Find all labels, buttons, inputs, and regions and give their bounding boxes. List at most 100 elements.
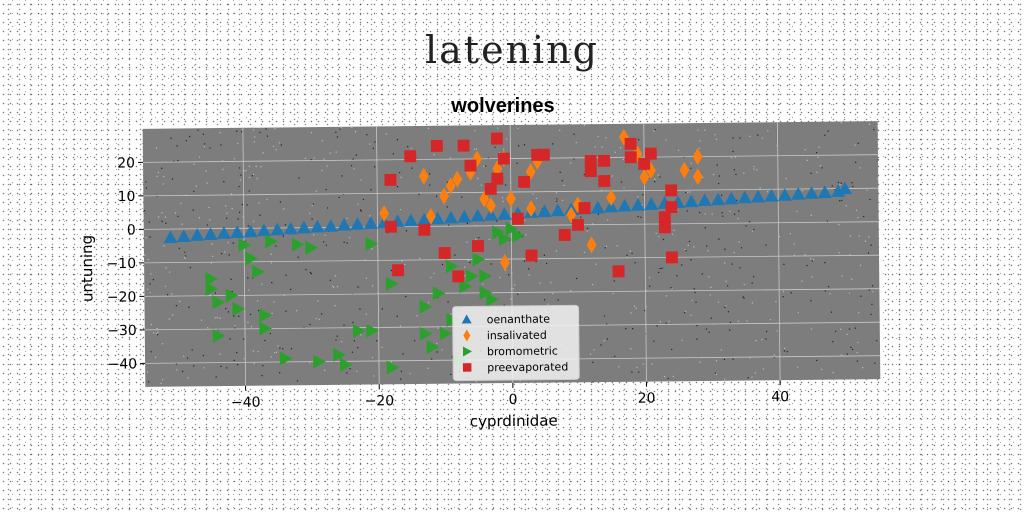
data-point-bromometric: [305, 240, 318, 255]
data-point-oenanthate: [470, 208, 485, 222]
data-point-oenanthate: [363, 216, 378, 229]
data-point-oenanthate: [684, 194, 699, 208]
data-point-insalivated: [486, 197, 496, 215]
data-point-oenanthate: [737, 190, 752, 204]
data-point-oenanthate: [697, 193, 712, 207]
data-point-preevaporated: [430, 139, 443, 152]
data-point-preevaporated: [598, 154, 611, 167]
data-point-insalivated: [426, 207, 436, 225]
data-point-preevaporated: [464, 159, 477, 172]
data-point-oenanthate: [323, 219, 338, 232]
data-point-insalivated: [479, 190, 490, 208]
series-insalivated: [379, 128, 703, 271]
data-point-bromometric: [352, 324, 366, 339]
data-point-preevaporated: [558, 229, 571, 242]
data-point-oenanthate: [444, 210, 459, 224]
x-tick-label: 0: [508, 392, 517, 408]
y-tick-label: −30: [107, 323, 137, 339]
data-point-preevaporated: [644, 147, 657, 160]
data-point-oenanthate: [590, 200, 605, 214]
data-point-insalivated: [525, 163, 536, 181]
x-tick-label: 40: [771, 389, 789, 405]
axis-ticks: −40 −20 0 20 40 20 10 0 −10 −20 −30 −40: [106, 155, 789, 411]
data-point-preevaporated: [438, 247, 451, 260]
x-grid-line: [242, 127, 246, 386]
data-point-oenanthate: [644, 197, 659, 210]
data-point-bromometric: [245, 251, 258, 266]
y-axis-label: untuning: [78, 235, 97, 302]
data-point-insalivated: [679, 161, 690, 179]
data-point-bromometric: [339, 357, 353, 372]
data-point-insalivated: [506, 190, 516, 208]
data-point-insalivated: [445, 177, 456, 195]
data-point-oenanthate: [216, 226, 231, 239]
data-point-preevaporated: [518, 175, 531, 188]
data-point-oenanthate: [711, 192, 726, 206]
x-grid-line: [376, 126, 380, 385]
data-point-oenanthate: [537, 204, 552, 218]
data-point-preevaporated: [571, 218, 585, 231]
data-point-oenanthate: [297, 220, 312, 234]
data-point-preevaporated: [384, 173, 397, 186]
data-point-preevaporated: [578, 201, 591, 215]
data-point-oenanthate: [630, 198, 645, 211]
data-point-oenanthate: [817, 185, 832, 199]
data-point-insalivated: [379, 205, 390, 222]
data-point-oenanthate: [243, 224, 258, 238]
data-point-insalivated: [418, 167, 429, 185]
data-point-preevaporated: [658, 211, 671, 224]
data-point-oenanthate: [484, 208, 499, 221]
data-point-bromometric: [445, 259, 459, 274]
legend-box: [452, 304, 580, 382]
series-preevaporated: [384, 132, 678, 283]
data-point-bromometric: [212, 328, 226, 343]
data-point-oenanthate: [777, 188, 792, 201]
data-point-oenanthate: [350, 217, 365, 230]
data-point-oenanthate: [804, 186, 819, 199]
legend-label: insalivated: [487, 329, 547, 343]
y-tick-label: 20: [117, 155, 135, 171]
y-tick-label: −20: [107, 289, 137, 305]
data-point-bromometric: [419, 326, 433, 341]
data-point-preevaporated: [612, 265, 625, 278]
x-grid-line: [776, 122, 781, 381]
data-point-bromometric: [419, 299, 433, 314]
data-point-bromometric: [512, 228, 525, 243]
figure-suptitle: latening: [425, 28, 599, 72]
data-point-bromometric: [426, 340, 440, 355]
y-tick-label: 10: [117, 189, 135, 205]
data-point-oenanthate: [751, 189, 766, 203]
y-grid-line: [144, 254, 880, 264]
data-point-bromometric: [439, 326, 453, 341]
legend: oenanthate insalivated bromometricpreevapo…: [452, 304, 580, 382]
data-point-oenanthate: [203, 227, 218, 241]
legend-marker-insalivated: [463, 329, 471, 342]
data-point-preevaporated: [404, 150, 417, 163]
legend-marker-bromometric: [462, 346, 473, 357]
data-point-bromometric: [479, 285, 493, 300]
y-grid-line: [144, 288, 880, 297]
data-point-insalivated: [439, 187, 449, 205]
data-point-preevaporated: [638, 157, 651, 170]
data-point-preevaporated: [624, 151, 637, 164]
data-point-preevaporated: [457, 139, 470, 152]
data-point-preevaporated: [624, 137, 637, 150]
data-point-preevaporated: [665, 201, 678, 214]
data-point-bromometric: [505, 221, 519, 236]
data-point-bromometric: [212, 295, 225, 310]
data-point-bromometric: [486, 292, 499, 307]
data-point-bromometric: [498, 232, 512, 247]
y-tick-label: −40: [107, 356, 137, 372]
data-point-oenanthate: [230, 225, 245, 239]
data-point-oenanthate: [764, 188, 779, 202]
data-point-insalivated: [692, 168, 703, 186]
data-point-bromometric: [366, 323, 379, 338]
data-point-oenanthate: [550, 203, 565, 217]
data-point-oenanthate: [270, 222, 285, 236]
x-tick-label: −20: [365, 393, 395, 409]
data-point-preevaporated: [537, 148, 550, 161]
data-point-bromometric: [459, 279, 473, 294]
data-point-bromometric: [238, 238, 252, 253]
data-point-bromometric: [333, 347, 346, 362]
series-bromometric: [205, 221, 525, 375]
